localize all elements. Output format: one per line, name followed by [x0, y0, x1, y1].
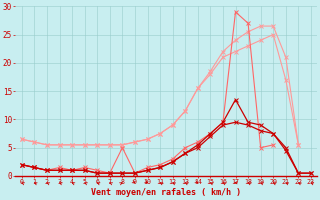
X-axis label: Vent moyen/en rafales ( km/h ): Vent moyen/en rafales ( km/h ): [92, 188, 241, 197]
